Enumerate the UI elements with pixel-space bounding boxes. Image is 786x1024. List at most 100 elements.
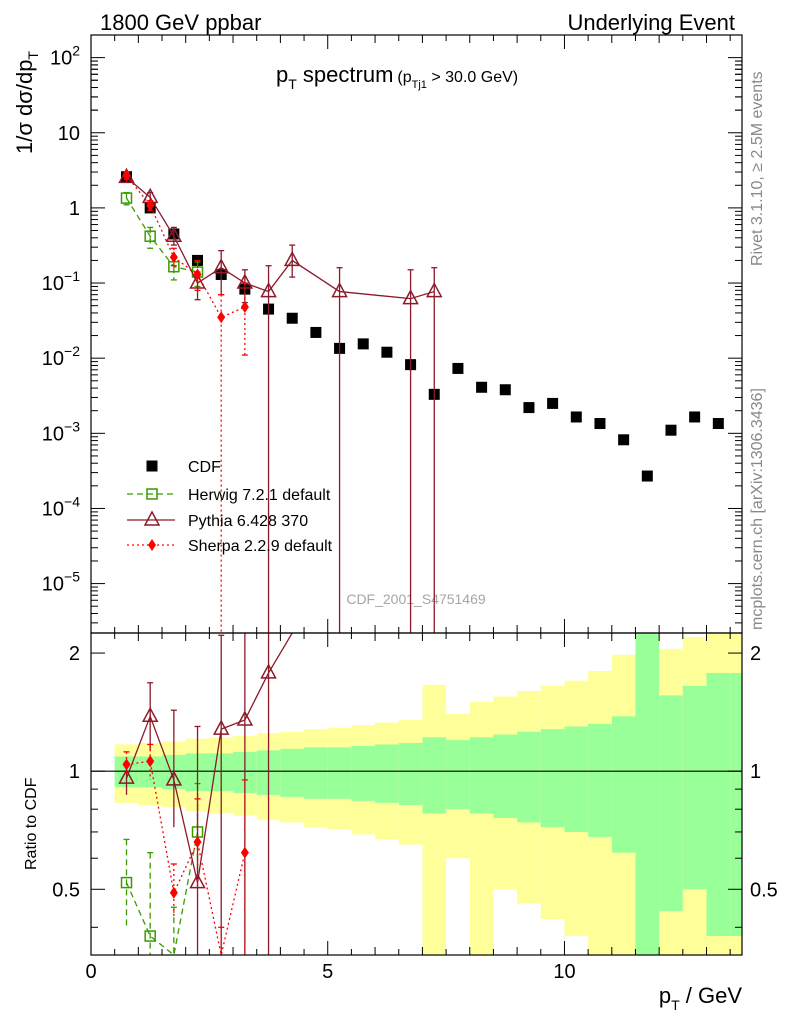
- cdf-point: [665, 424, 677, 436]
- band-inner-bin: [611, 716, 636, 853]
- band-inner-bin: [469, 737, 494, 814]
- band-inner-bin: [517, 731, 541, 823]
- right-label-top: Rivet 3.1.10, ≥ 2.5M events: [749, 71, 766, 266]
- x-tick-label: 0: [85, 961, 96, 983]
- series-point-main: [144, 230, 156, 242]
- watermark: CDF_2001_S4751469: [346, 591, 486, 607]
- x-tick-label: 5: [322, 961, 333, 983]
- title-tail: spectrum: [297, 62, 394, 87]
- axis-ticks: 0 5 10 102 10 1 10−1 10−2 10−3 10−4 10−5 2 2 1 1 0.5 0.5: [42, 35, 778, 983]
- cdf-point: [499, 384, 511, 396]
- series-point-ratio: [118, 768, 135, 784]
- y-tick-label: 10: [58, 123, 80, 145]
- band-inner-bin: [588, 723, 612, 837]
- series-point-main: [402, 289, 419, 305]
- series-point-main: [193, 268, 202, 281]
- legend-marker: [148, 539, 156, 551]
- xlabel-sub: T: [671, 997, 680, 1013]
- band-inner-bin: [564, 726, 589, 832]
- title-sub: T: [288, 76, 297, 92]
- series-point-ratio: [141, 706, 159, 723]
- series-point-main: [169, 251, 178, 264]
- cdf-point: [618, 434, 630, 446]
- band-inner-bin: [706, 672, 731, 937]
- band-inner-bin: [682, 685, 707, 890]
- band-inner-bin: [138, 756, 163, 788]
- series-3: [122, 169, 249, 956]
- band-inner-bin: [730, 672, 742, 937]
- series-point-ratio: [144, 930, 156, 942]
- header-right: Underlying Event: [567, 10, 735, 35]
- band-inner-bin: [304, 747, 328, 799]
- y-axis-label-ratio: Ratio to CDF: [23, 777, 40, 870]
- series-line-ratio: [125, 632, 293, 883]
- x-tick-label: 10: [553, 961, 575, 983]
- cdf-point: [594, 418, 606, 430]
- title-cut-tail: > 30.0 GeV): [427, 69, 518, 86]
- band-inner-bin: [635, 633, 660, 955]
- legend-label: CDF: [188, 459, 221, 476]
- ratio-frame: [90, 632, 743, 956]
- cdf-point: [689, 411, 701, 423]
- legend-marker: [146, 460, 158, 472]
- series-point-main: [217, 311, 226, 324]
- title-cut-sub: Tj1: [412, 79, 427, 91]
- series-point-ratio: [122, 758, 131, 771]
- x-axis-label: pT / GeV: [659, 983, 742, 1013]
- series-1: [120, 191, 204, 957]
- y-tick-label: 10−5: [42, 569, 80, 596]
- cdf-point: [523, 402, 535, 414]
- band-inner-bin: [375, 744, 399, 803]
- series-point-main: [331, 281, 348, 298]
- series-point-ratio: [146, 755, 155, 768]
- ratio-tick-label-left: 2: [69, 643, 80, 665]
- series-point-ratio: [169, 886, 178, 899]
- band-inner-bin: [351, 745, 376, 801]
- series-line-main: [125, 197, 198, 273]
- cdf-point: [452, 362, 464, 374]
- series-point-main: [425, 281, 443, 298]
- series-point-ratio: [189, 873, 206, 889]
- band-outer-bin: [422, 684, 447, 955]
- series-point-main: [212, 258, 230, 274]
- legend-marker: [143, 510, 161, 526]
- xlabel-p: p: [659, 983, 671, 1008]
- xlabel-tail: / GeV: [680, 983, 743, 1008]
- band-inner-bin: [659, 695, 683, 912]
- y-tick-label: 1: [69, 198, 80, 220]
- title-p: p: [276, 62, 288, 87]
- series-point-ratio: [260, 663, 277, 679]
- series-point-main: [240, 300, 249, 313]
- band-inner-bin: [446, 740, 470, 810]
- y-tick-label: 10−2: [42, 343, 80, 370]
- ylabel-main-text: 1/σ dσ/dp: [12, 60, 37, 154]
- series-point-main: [122, 169, 131, 182]
- cdf-point: [570, 411, 582, 423]
- title-cut-open: (p: [397, 69, 411, 86]
- legend-label: Herwig 7.2.1 default: [188, 487, 331, 504]
- right-label-bottom: mcplots.cern.ch [arXiv:1306.3436]: [749, 388, 766, 630]
- series-point-main: [283, 250, 301, 267]
- band-inner-bin: [280, 748, 305, 797]
- data-series: [118, 167, 724, 957]
- y-tick-label: 10−4: [42, 493, 80, 520]
- series-point-main: [146, 199, 155, 212]
- ylabel-main-sub: T: [25, 51, 41, 60]
- ratio-uncertainty-band: [91, 633, 742, 955]
- series-point-main: [189, 273, 206, 289]
- y-axis-label-main: 1/σ dσ/dpT: [12, 51, 41, 154]
- y-tick-label: 10−3: [42, 418, 80, 445]
- band-inner-bin: [540, 729, 565, 828]
- series-point-main: [260, 281, 277, 298]
- series-point-main: [165, 226, 183, 242]
- ratio-tick-label-right: 1: [750, 761, 761, 783]
- series-point-main: [120, 192, 133, 204]
- cdf-point: [547, 397, 559, 409]
- cdf-point: [641, 470, 653, 482]
- series-0: [121, 171, 724, 482]
- legend-label: Sherpa 2.2.9 default: [188, 538, 333, 555]
- ratio-tick-label-right: 2: [750, 643, 761, 665]
- series-point-ratio: [212, 719, 230, 735]
- header-left: 1800 GeV ppbar: [100, 10, 261, 35]
